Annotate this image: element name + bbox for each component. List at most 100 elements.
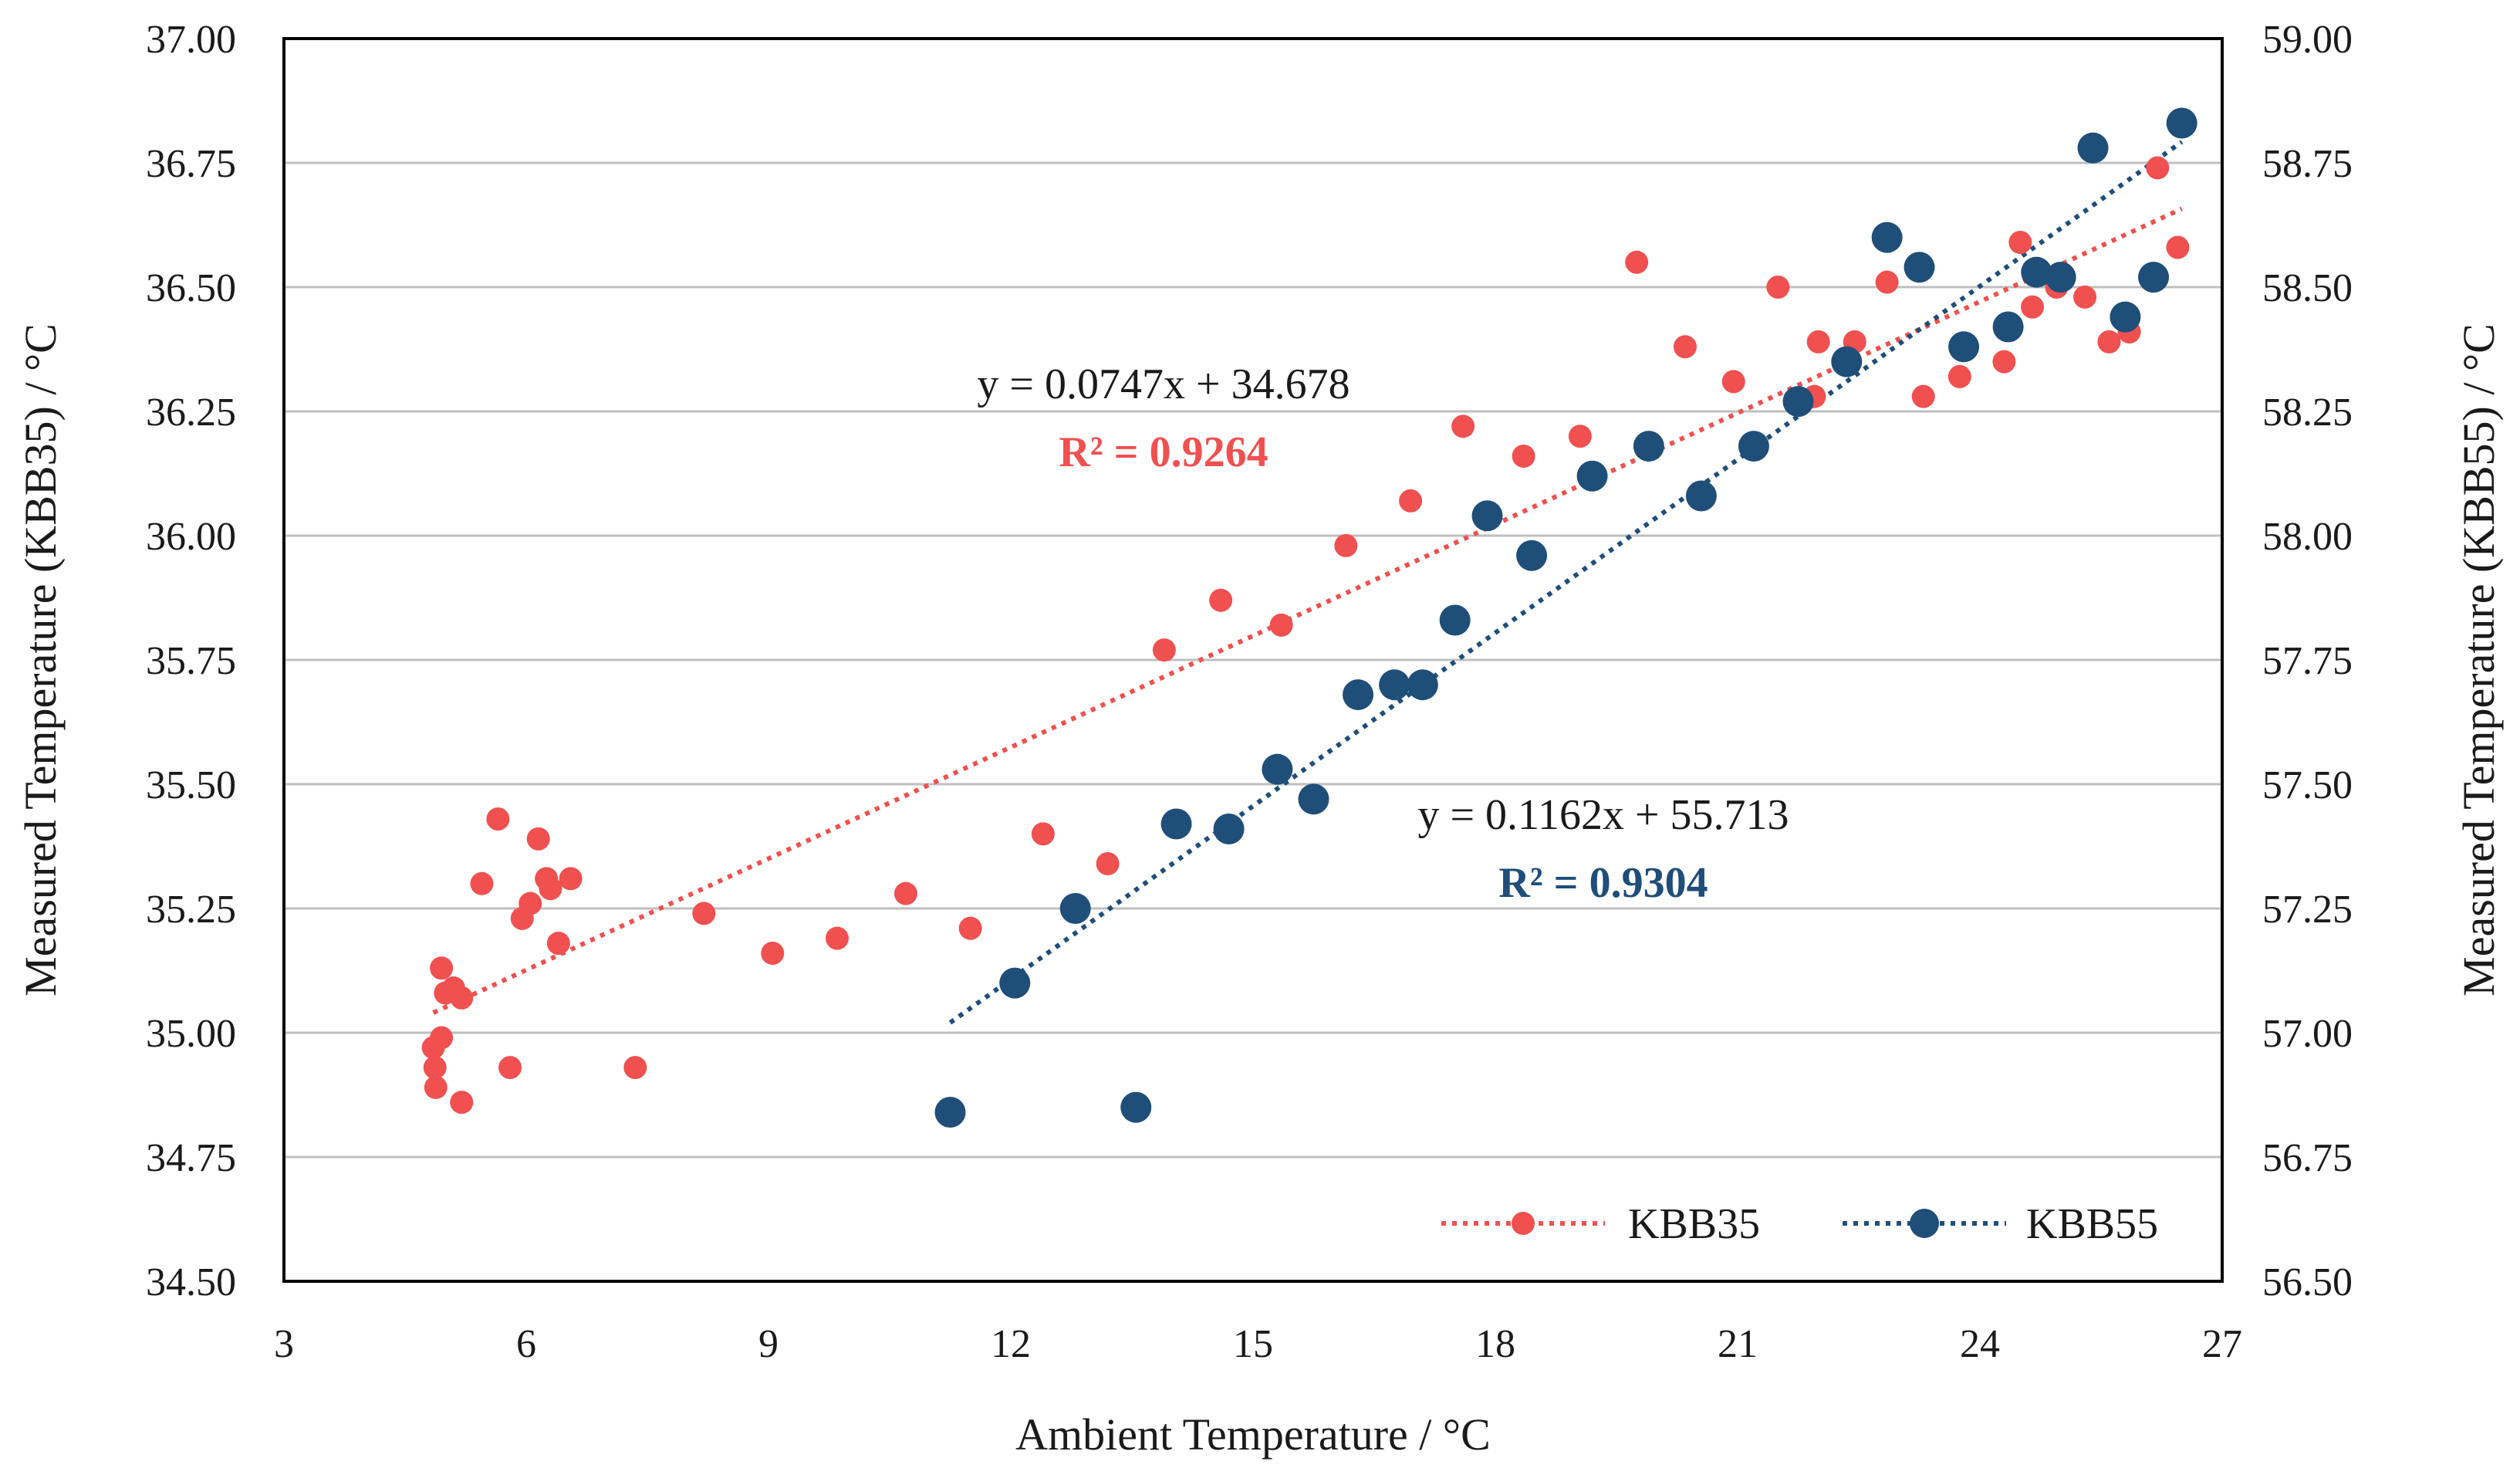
x-tick-label: 24 <box>1960 1322 2000 1366</box>
y-left-tick-labels: 34.50 34.75 35.00 35.25 35.50 35.75 36.00 36.25… <box>146 18 236 1304</box>
legend-label-kbb55: KBB55 <box>2026 1200 2158 1248</box>
point-kbb55 <box>1407 669 1438 701</box>
y-right-tick-label: 56.75 <box>2262 1136 2353 1180</box>
point-kbb35 <box>2021 295 2045 319</box>
point-kbb35 <box>2073 285 2097 309</box>
x-tick-label: 9 <box>758 1322 779 1366</box>
y-right-tick-label: 58.50 <box>2262 266 2353 310</box>
point-kbb55 <box>1904 252 1935 283</box>
point-kbb35 <box>2166 235 2190 259</box>
point-kbb35 <box>430 956 454 980</box>
point-kbb55 <box>1516 540 1548 571</box>
point-kbb55 <box>1992 311 2024 343</box>
point-kbb35 <box>1031 822 1055 846</box>
y-left-tick-label: 35.50 <box>146 763 236 807</box>
point-kbb35 <box>1334 533 1358 557</box>
point-kbb55 <box>1059 893 1091 924</box>
point-kbb35 <box>958 916 982 940</box>
point-kbb55 <box>1871 222 1903 253</box>
y-right-tick-label: 57.75 <box>2262 639 2353 683</box>
x-tick-label: 27 <box>2202 1322 2242 1366</box>
point-kbb35 <box>424 1075 448 1099</box>
y-right-tick-label: 57.00 <box>2262 1012 2353 1056</box>
point-kbb35 <box>1766 276 1790 299</box>
y-left-tick-label: 34.50 <box>146 1260 236 1304</box>
grid-lines <box>284 161 2222 1159</box>
point-kbb55 <box>2110 301 2141 333</box>
point-kbb35 <box>893 881 917 905</box>
y-left-tick-label: 34.75 <box>146 1136 236 1180</box>
x-tick-label: 6 <box>516 1322 536 1366</box>
point-kbb35 <box>546 932 570 956</box>
point-kbb55 <box>999 967 1031 999</box>
legend-marker-kbb35 <box>1512 1212 1535 1235</box>
point-kbb35 <box>498 1056 522 1080</box>
plot-area-frame <box>282 37 2224 1283</box>
r-squared-kbb55: R² = 0.9304 <box>1498 859 1708 907</box>
point-kbb35 <box>1806 330 1830 354</box>
point-kbb55 <box>1439 604 1471 636</box>
point-kbb35 <box>1512 444 1535 468</box>
point-kbb35 <box>526 827 550 851</box>
point-kbb35 <box>692 902 716 925</box>
y-left-tick-label: 35.25 <box>146 888 236 932</box>
y-left-tick-label: 35.75 <box>146 639 236 683</box>
point-kbb35 <box>519 891 542 915</box>
point-kbb55 <box>2166 107 2197 139</box>
point-kbb55 <box>1262 753 1293 785</box>
legend-marker-kbb55 <box>1910 1209 1939 1238</box>
point-kbb35 <box>1992 350 2016 374</box>
point-kbb35 <box>1673 335 1697 359</box>
y-left-tick-label: 36.75 <box>146 142 236 186</box>
point-kbb35 <box>761 941 785 965</box>
point-kbb55 <box>934 1097 966 1128</box>
point-kbb35 <box>486 807 510 831</box>
r-squared-kbb35: R² = 0.9264 <box>1059 428 1268 476</box>
point-kbb55 <box>1948 331 1980 363</box>
point-kbb35 <box>539 877 562 901</box>
point-kbb35 <box>1269 613 1293 637</box>
y-left-tick-label: 36.00 <box>146 515 236 559</box>
point-kbb35 <box>1721 370 1745 394</box>
point-kbb35 <box>1625 250 1649 274</box>
point-kbb35 <box>450 1091 474 1115</box>
x-tick-label: 21 <box>1718 1322 1758 1366</box>
data-points <box>421 107 2197 1128</box>
point-kbb55 <box>2138 262 2170 293</box>
y-right-tick-label: 58.25 <box>2262 391 2353 435</box>
trend-equation-kbb35: y = 0.0747x + 34.678 <box>977 360 1350 408</box>
y-right-tick-labels: 56.50 56.75 57.00 57.25 57.50 57.75 58.00 58.25… <box>2262 18 2353 1304</box>
point-kbb35 <box>1399 489 1423 513</box>
y-right-axis-title: Measured Temperature (KBB55) / °C <box>2454 323 2504 996</box>
point-kbb55 <box>1298 783 1329 815</box>
point-kbb35 <box>1451 414 1475 438</box>
point-kbb35 <box>430 1026 454 1050</box>
trendline-kbb55 <box>948 140 2184 1025</box>
point-kbb55 <box>2077 132 2109 164</box>
point-kbb55 <box>1782 386 1814 418</box>
point-kbb35 <box>2146 156 2170 180</box>
point-kbb55 <box>1831 346 1863 377</box>
point-kbb55 <box>1343 679 1374 711</box>
point-kbb55 <box>1213 813 1245 844</box>
y-right-tick-label: 56.50 <box>2262 1260 2353 1304</box>
point-kbb35 <box>1875 270 1899 294</box>
point-kbb55 <box>1120 1091 1152 1123</box>
point-kbb55 <box>1738 431 1769 462</box>
point-kbb35 <box>1568 425 1592 448</box>
x-tick-label: 3 <box>274 1322 294 1366</box>
y-right-tick-label: 57.50 <box>2262 763 2353 807</box>
point-kbb35 <box>1096 852 1120 876</box>
y-right-tick-label: 59.00 <box>2262 18 2353 62</box>
legend-label-kbb35: KBB35 <box>1628 1200 1760 1248</box>
y-right-tick-label: 58.75 <box>2262 142 2353 186</box>
point-kbb55 <box>2021 256 2052 288</box>
trend-equation-kbb55: y = 0.1162x + 55.713 <box>1417 791 1789 839</box>
x-tick-label: 15 <box>1233 1322 1273 1366</box>
trendline-kbb35 <box>432 206 2183 1015</box>
point-kbb35 <box>423 1056 447 1080</box>
y-left-tick-label: 37.00 <box>146 18 236 62</box>
point-kbb35 <box>1152 638 1176 662</box>
point-kbb55 <box>1471 500 1503 532</box>
